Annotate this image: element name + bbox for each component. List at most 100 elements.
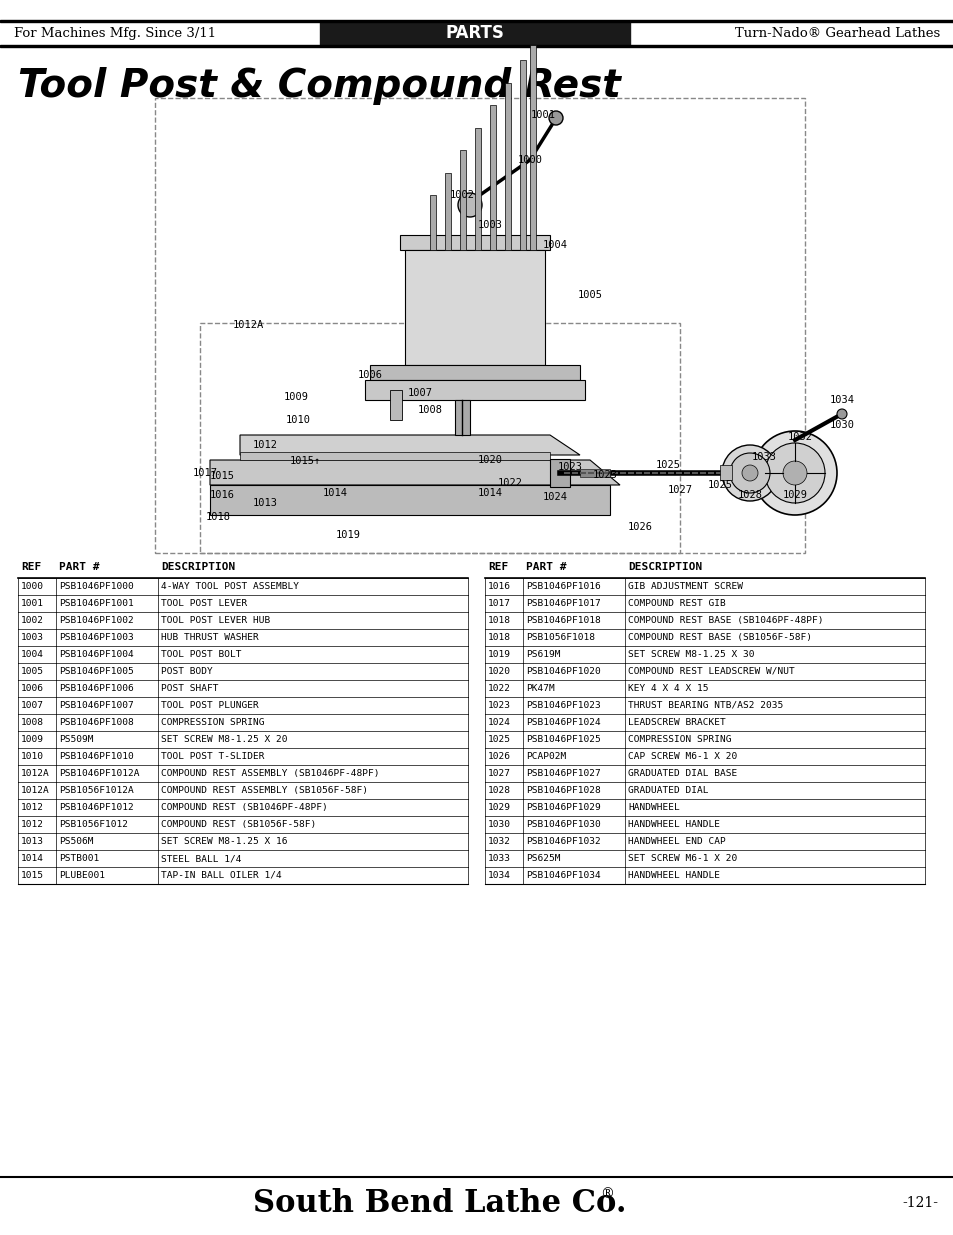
Text: PART #: PART # — [59, 562, 99, 572]
Circle shape — [836, 409, 846, 419]
Text: 1025: 1025 — [655, 459, 679, 471]
Text: 1034: 1034 — [488, 871, 511, 881]
Text: 1012A: 1012A — [21, 769, 50, 778]
Text: 1033: 1033 — [488, 853, 511, 863]
Text: 1029: 1029 — [488, 803, 511, 811]
Text: TAP-IN BALL OILER 1/4: TAP-IN BALL OILER 1/4 — [161, 871, 281, 881]
Text: 1022: 1022 — [497, 478, 522, 488]
Text: KEY 4 X 4 X 15: KEY 4 X 4 X 15 — [627, 684, 708, 693]
Text: 1013: 1013 — [21, 837, 44, 846]
Text: 1004: 1004 — [21, 650, 44, 659]
Text: HANDWHEEL HANDLE: HANDWHEEL HANDLE — [627, 820, 720, 829]
Text: 1012: 1012 — [253, 440, 277, 450]
Bar — [0, 44, 953, 47]
Text: PSB1046PF1023: PSB1046PF1023 — [525, 701, 600, 710]
Bar — [504, 83, 511, 249]
Bar — [399, 235, 550, 249]
Bar — [444, 173, 451, 249]
Text: South Bend Lathe Co.: South Bend Lathe Co. — [253, 1188, 626, 1219]
Text: 1002: 1002 — [449, 190, 474, 200]
Bar — [210, 485, 609, 515]
Bar — [240, 452, 550, 459]
Text: 1024: 1024 — [488, 718, 511, 727]
Text: 1009: 1009 — [283, 391, 308, 403]
Text: PSB1046PF1025: PSB1046PF1025 — [525, 735, 600, 743]
Bar — [579, 469, 609, 477]
Bar — [550, 459, 569, 487]
Text: 1028: 1028 — [488, 785, 511, 795]
Text: 1019: 1019 — [488, 650, 511, 659]
Bar — [0, 20, 953, 22]
Text: TOOL POST PLUNGER: TOOL POST PLUNGER — [161, 701, 258, 710]
Circle shape — [764, 443, 824, 503]
Text: REF: REF — [488, 562, 508, 572]
Text: PSB1046PF1030: PSB1046PF1030 — [525, 820, 600, 829]
Text: 1017: 1017 — [193, 468, 217, 478]
Text: PSB1046PF1008: PSB1046PF1008 — [59, 718, 133, 727]
Text: 1033: 1033 — [751, 452, 776, 462]
Text: PSB1046PF1020: PSB1046PF1020 — [525, 667, 600, 676]
Text: PSB1046PF1016: PSB1046PF1016 — [525, 582, 600, 592]
Text: PS619M: PS619M — [525, 650, 560, 659]
Text: PSB1056F1012A: PSB1056F1012A — [59, 785, 133, 795]
Text: HUB THRUST WASHER: HUB THRUST WASHER — [161, 634, 258, 642]
Text: PSB1046PF1018: PSB1046PF1018 — [525, 616, 600, 625]
Text: PSB1046PF1005: PSB1046PF1005 — [59, 667, 133, 676]
Text: 1008: 1008 — [21, 718, 44, 727]
Text: SET SCREW M8-1.25 X 20: SET SCREW M8-1.25 X 20 — [161, 735, 287, 743]
Text: 1003: 1003 — [21, 634, 44, 642]
Text: 1007: 1007 — [407, 388, 432, 398]
Text: 1025: 1025 — [488, 735, 511, 743]
Text: 1030: 1030 — [488, 820, 511, 829]
Bar — [519, 61, 525, 249]
Text: ®: ® — [599, 1187, 613, 1200]
Text: SET SCREW M8-1.25 X 30: SET SCREW M8-1.25 X 30 — [627, 650, 754, 659]
Text: PSB1046PF1003: PSB1046PF1003 — [59, 634, 133, 642]
Text: 1023: 1023 — [592, 471, 617, 480]
Circle shape — [782, 461, 806, 485]
Text: PSTB001: PSTB001 — [59, 853, 99, 863]
Text: PSB1056F1018: PSB1056F1018 — [525, 634, 595, 642]
Text: PSB1056F1012: PSB1056F1012 — [59, 820, 128, 829]
Text: 1028: 1028 — [737, 490, 761, 500]
Bar — [490, 105, 496, 249]
Text: 1027: 1027 — [667, 485, 692, 495]
Text: 1018: 1018 — [488, 634, 511, 642]
Bar — [370, 366, 579, 380]
Text: 1026: 1026 — [488, 752, 511, 761]
Bar — [475, 127, 480, 249]
Text: PS509M: PS509M — [59, 735, 93, 743]
Bar — [365, 380, 584, 400]
Text: PSB1046PF1007: PSB1046PF1007 — [59, 701, 133, 710]
Bar — [459, 149, 465, 249]
Text: HANDWHEEL: HANDWHEEL — [627, 803, 679, 811]
Circle shape — [729, 453, 769, 493]
Circle shape — [741, 466, 758, 480]
Text: 1018: 1018 — [488, 616, 511, 625]
Text: TOOL POST LEVER HUB: TOOL POST LEVER HUB — [161, 616, 270, 625]
Text: PSB1046PF1012A: PSB1046PF1012A — [59, 769, 139, 778]
Text: 1032: 1032 — [786, 432, 812, 442]
Text: 1022: 1022 — [488, 684, 511, 693]
Bar — [390, 390, 401, 420]
Text: 1010: 1010 — [21, 752, 44, 761]
Text: 4-WAY TOOL POST ASSEMBLY: 4-WAY TOOL POST ASSEMBLY — [161, 582, 298, 592]
Bar — [455, 400, 470, 435]
Text: COMPOUND REST ASSEMBLY (SB1046PF-48PF): COMPOUND REST ASSEMBLY (SB1046PF-48PF) — [161, 769, 379, 778]
Text: 1029: 1029 — [781, 490, 806, 500]
Text: 1013: 1013 — [253, 498, 277, 508]
Text: Tool Post & Compound Rest: Tool Post & Compound Rest — [18, 67, 620, 105]
Text: PSB1046PF1012: PSB1046PF1012 — [59, 803, 133, 811]
Text: 1012: 1012 — [21, 803, 44, 811]
Text: 1008: 1008 — [417, 405, 442, 415]
Text: 1019: 1019 — [335, 530, 360, 540]
Circle shape — [752, 431, 836, 515]
Text: PSB1046PF1024: PSB1046PF1024 — [525, 718, 600, 727]
Text: COMPRESSION SPRING: COMPRESSION SPRING — [627, 735, 731, 743]
Text: DESCRIPTION: DESCRIPTION — [627, 562, 701, 572]
Text: 1017: 1017 — [488, 599, 511, 608]
Text: 1009: 1009 — [21, 735, 44, 743]
Text: COMPRESSION SPRING: COMPRESSION SPRING — [161, 718, 264, 727]
Text: STEEL BALL 1/4: STEEL BALL 1/4 — [161, 853, 241, 863]
Text: GRADUATED DIAL: GRADUATED DIAL — [627, 785, 708, 795]
